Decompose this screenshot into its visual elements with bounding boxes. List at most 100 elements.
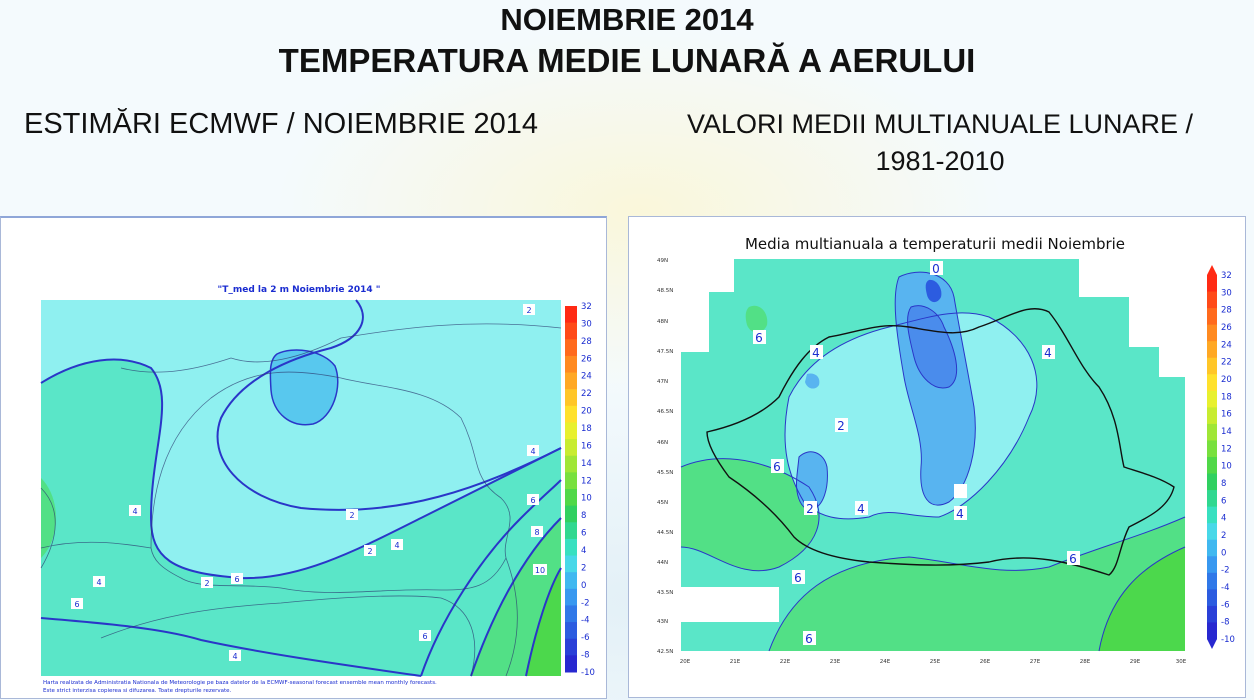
lon-label: 21E [730,659,741,665]
contour-label: 2 [346,509,358,520]
colorbar-tick-label: 26 [581,354,592,364]
left-map-heading: ESTIMĂRI ECMWF / NOIEMBRIE 2014 [24,108,539,140]
multiannual-mean-map-panel: Media multianuala a temperaturii medii N… [628,216,1246,698]
colorbar-swatch [1207,523,1217,541]
multiannual-mean-map: Media multianuala a temperaturii medii N… [657,235,1235,665]
lon-label: 26E [980,659,991,665]
colorbar-tick-label: 8 [581,511,586,521]
colorbar-swatch [1207,605,1217,623]
lon-label: 28E [1080,659,1091,665]
contour-label: 6 [231,573,243,584]
colorbar-swatch [1207,572,1217,590]
coastline [505,557,518,677]
colorbar-tick-label: 30 [1221,288,1232,298]
colorbar-tick-label: -6 [1221,600,1229,610]
page-subtitle: TEMPERATURA MEDIE LUNARĂ A AERULUI [278,42,976,79]
colorbar-swatch [565,638,577,656]
colorbar-swatch [565,522,577,540]
contour-label: 4 [810,345,823,360]
colorbar-swatch [565,622,577,640]
svg-text:6: 6 [773,460,781,474]
right-map-lat-axis: 49N 48.5N 48N 47.5N 47N 46.5N 46N 45.5N … [657,258,673,655]
left-map-fields [41,300,561,676]
colorbar-swatch [565,472,577,490]
page-title: NOIEMBRIE 2014 [500,2,754,37]
contour-4 [40,358,562,580]
svg-text:6: 6 [755,331,763,345]
colorbar-swatch [565,538,577,557]
colorbar-tick-label: 10 [1221,462,1232,472]
contour-8 [1098,546,1186,652]
contour-label: 4 [954,506,967,521]
colorbar-tick-label: 12 [581,476,592,486]
colorbar-swatch [565,555,577,573]
right-map-heading-line2: 1981-2010 [875,146,1005,176]
contour-6-east [420,479,562,677]
svg-text:6: 6 [805,632,813,646]
colorbar-swatch [565,405,577,423]
lon-label: 22E [780,659,791,665]
colorbar-tick-label: -10 [1221,635,1235,645]
colorbar-tick-label: -2 [581,598,589,608]
svg-text:2: 2 [349,511,354,520]
svg-text:6: 6 [234,575,239,584]
contour-2 [894,271,976,506]
colorbar-swatch [1207,341,1217,359]
colorbar-swatch [1207,506,1217,524]
ecmwf-forecast-map: "T_med la 2 m Noiembrie 2014 " [40,285,595,694]
left-map-footer-line1: Harta realizata de Administratia Nationa… [43,680,437,686]
svg-text:4: 4 [1044,346,1052,360]
colorbar-swatch [565,655,577,673]
colorbar-swatch [1207,390,1217,408]
colorbar-tick-label: -4 [581,616,589,626]
contour-label: 6 [1067,551,1080,566]
contour-label: 6 [527,494,539,505]
contour-6-south [40,617,422,677]
colorbar-tick-label: 18 [1221,392,1232,402]
colorbar-tick-label: -6 [581,633,589,643]
contour-label: 6 [792,570,805,585]
right-map-warm-patch-north [745,305,768,333]
lon-label: 29E [1130,659,1141,665]
colorbar-tick-label: 20 [581,407,592,417]
contour-label: 2 [835,418,848,433]
right-map-cold-patch-east [947,461,964,477]
colorbar-swatch [565,339,577,357]
colorbar-tick-label: 24 [1221,340,1232,350]
right-map-title: Media multianuala a temperaturii medii N… [745,235,1125,253]
colorbar-swatch [565,372,577,390]
contour-label: 4 [229,650,241,661]
contour-label: 2 [523,304,535,315]
colorbar-tick-label: 2 [581,563,586,573]
right-map-lon-axis: 20E 21E 22E 23E 24E 25E 26E 27E 28E 29E … [680,659,1187,665]
colorbar-tick-label: 14 [581,459,592,469]
contour-label: 4 [1042,345,1055,360]
colorbar-tick-label: -10 [581,668,595,678]
colorbar-tick-label: 8 [1221,479,1226,489]
right-map-fields [681,259,1185,651]
colorbar-swatch [565,588,577,606]
left-map-contours [40,299,562,677]
left-map-contour-labels: 2 2 2 2 4 4 4 4 4 6 6 6 6 8 10 [71,304,547,661]
colorbar-arrow-down [1207,639,1217,649]
colorbar-tick-label: 28 [1221,306,1232,316]
colorbar-swatch [565,489,577,507]
colorbar-swatch [1207,407,1217,425]
svg-text:4: 4 [812,346,820,360]
right-map-warm-south [769,517,1185,651]
svg-text:4: 4 [232,652,237,661]
colorbar-swatch [565,322,577,340]
colorbar-tick-label: 20 [1221,375,1232,385]
colorbar-swatch [1207,275,1217,293]
country-border [150,371,511,593]
contour-label: 6 [71,598,83,609]
colorbar-tick-label: 22 [1221,358,1232,368]
colorbar-arrow-up [1207,265,1217,275]
contour-label: 6 [803,631,816,646]
border-southwest [40,487,56,569]
colorbar-swatch [565,505,577,523]
contour-label: 2 [804,501,817,516]
colorbar-tick-label: -8 [581,651,589,661]
colorbar-swatch [565,439,577,457]
